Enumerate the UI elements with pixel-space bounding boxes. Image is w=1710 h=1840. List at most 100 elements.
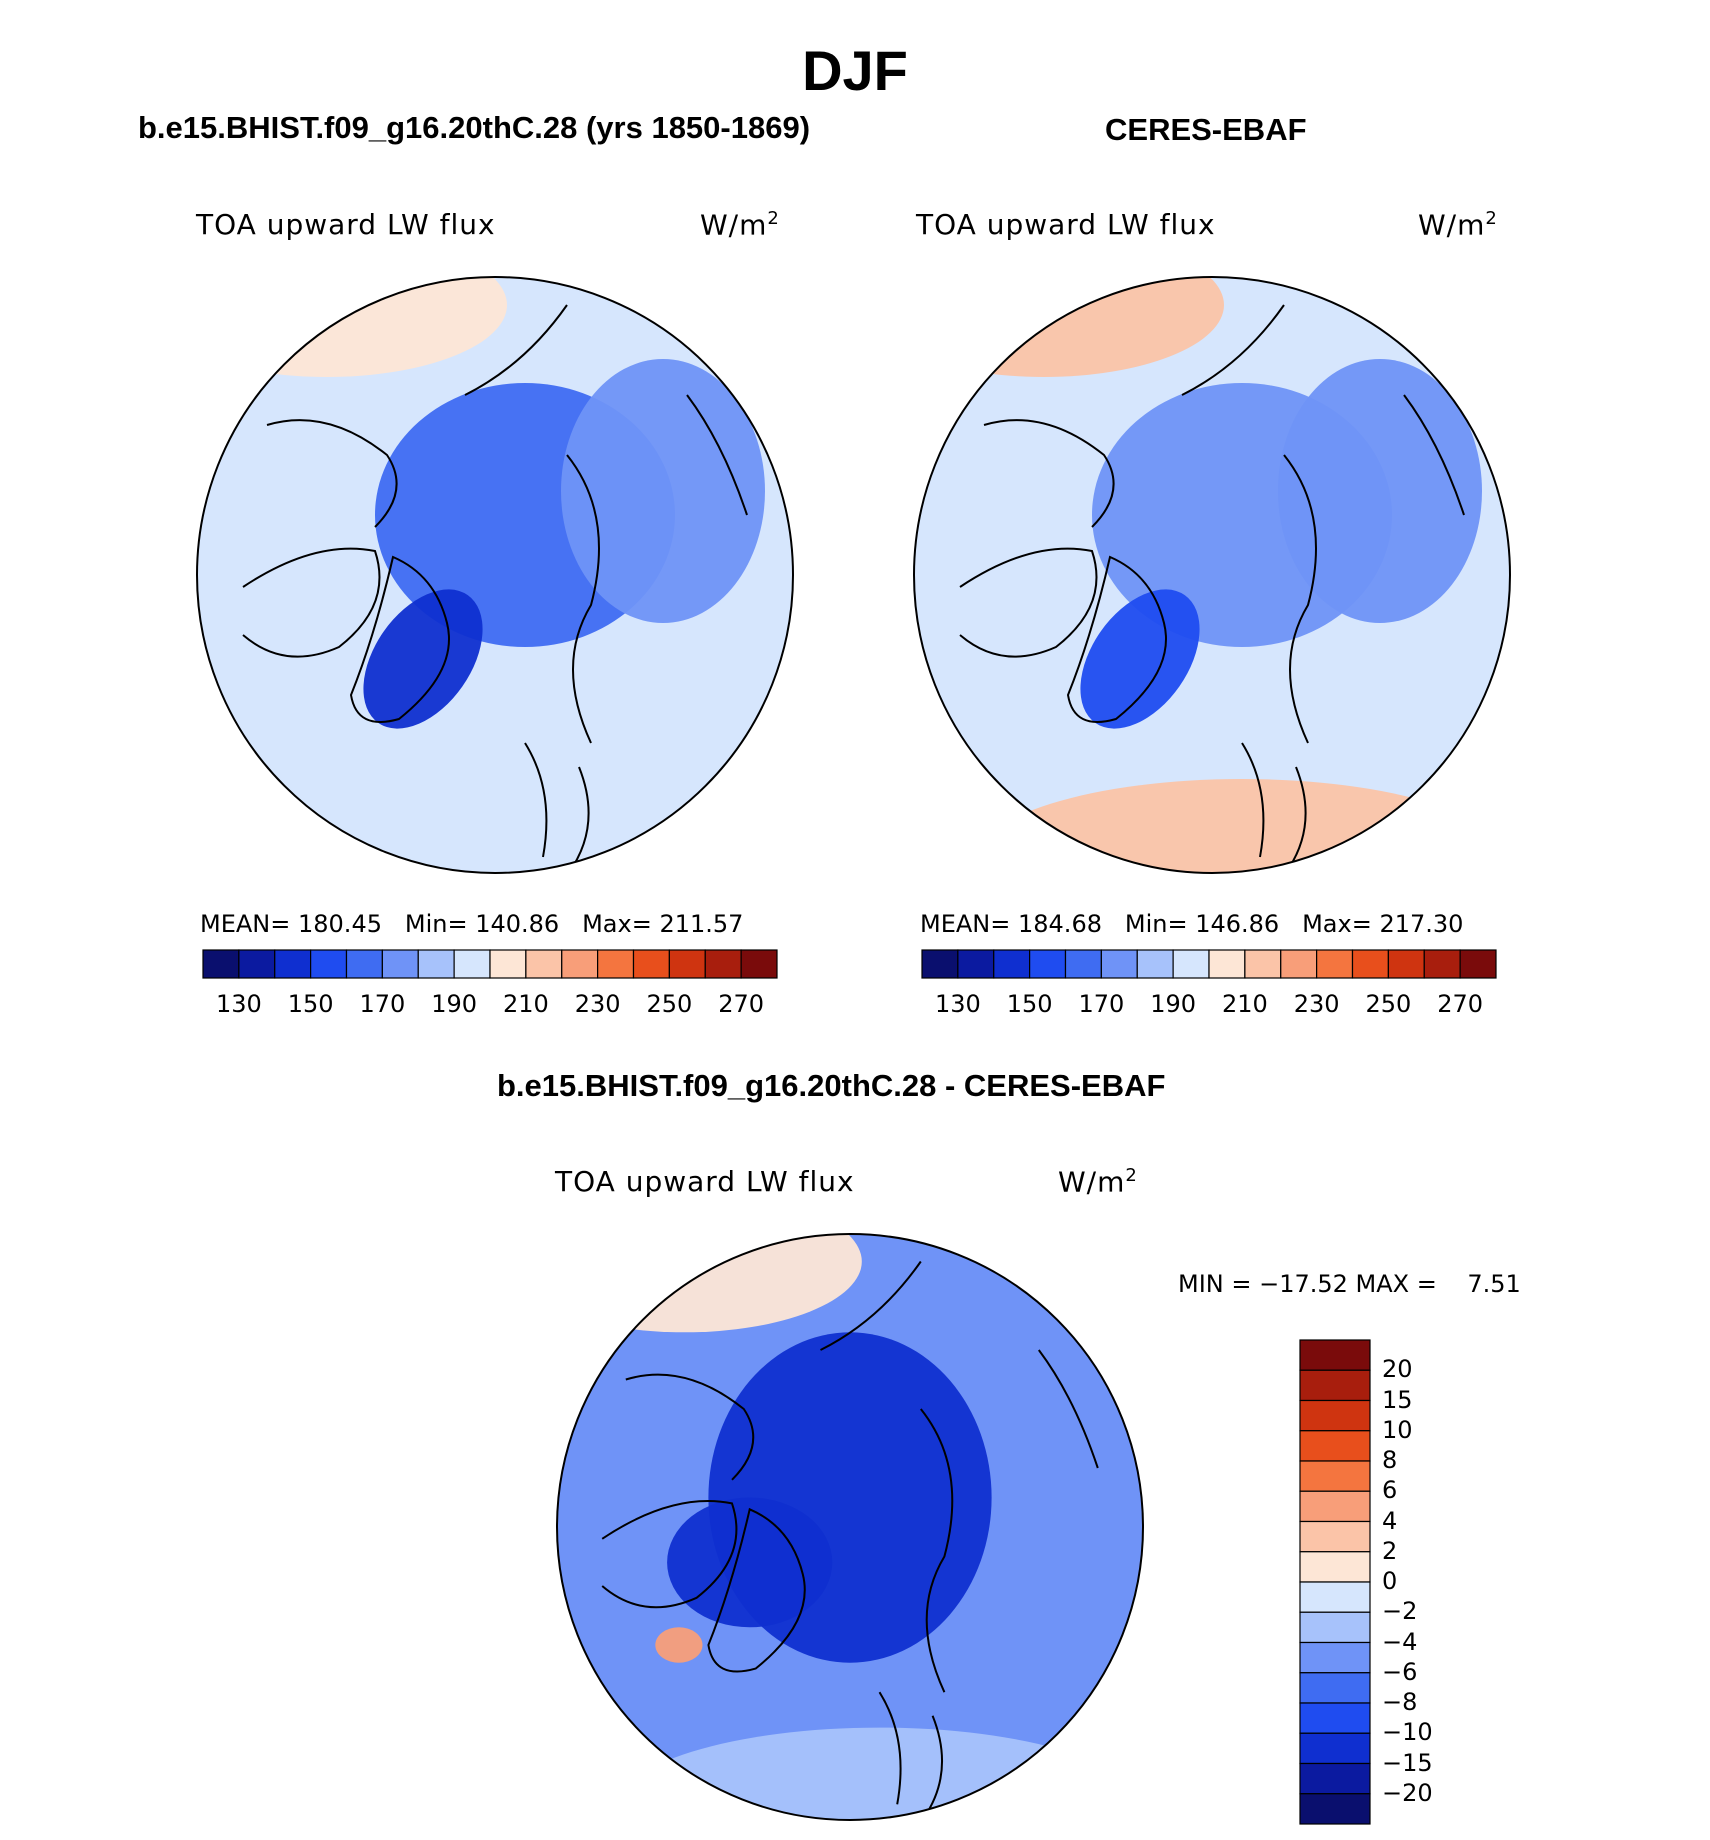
colorbar-swatch <box>1299 1672 1371 1704</box>
colorbar-tick-label: 8 <box>1382 1446 1398 1474</box>
season-title: DJF <box>802 39 908 102</box>
region-siberia <box>561 359 765 623</box>
region-siberia <box>1278 359 1482 623</box>
colorbar-tick-label: −15 <box>1382 1748 1433 1777</box>
colorbar-tick-label: 210 <box>502 990 549 1018</box>
colorbar-swatch <box>202 949 240 979</box>
coastline <box>601 1500 738 1609</box>
colorbar-tick-label: −10 <box>1382 1718 1433 1747</box>
region-southern-greenland-spot <box>655 1627 703 1663</box>
colorbar-swatch <box>238 949 276 979</box>
colorbar-tick-label: 10 <box>1382 1415 1413 1444</box>
colorbar-swatch <box>1423 949 1461 979</box>
colorbar-swatch <box>1172 949 1210 979</box>
region-greenland-core <box>1080 589 1200 729</box>
colorbar-tick-label: 230 <box>1293 990 1340 1018</box>
colorbar-swatch <box>1299 1430 1371 1462</box>
colorbar-swatch <box>1299 1460 1371 1492</box>
colorbar-swatch <box>417 949 455 979</box>
colorbar-swatch <box>597 949 635 979</box>
colorbar-swatch <box>921 949 959 979</box>
colorbar-tick-label: 250 <box>1365 990 1412 1018</box>
colorbar-swatch <box>1244 949 1282 979</box>
colorbar-swatch <box>561 949 599 979</box>
colorbar-tick-label: 20 <box>1382 1355 1413 1384</box>
region-north-pacific <box>914 277 1224 377</box>
region-north-atlantic <box>972 779 1510 873</box>
colorbar-swatch <box>1280 949 1318 979</box>
colorbar-swatch <box>1459 949 1497 979</box>
panel-diff-units: W/m2 <box>1058 1165 1138 1199</box>
region-canadian-archipelago <box>667 1497 833 1628</box>
panel-model-variable: TOA upward LW flux <box>196 208 496 241</box>
colorbar-swatch <box>1299 1369 1371 1402</box>
colorbar-tick-label: 2 <box>1382 1536 1398 1565</box>
region-north-pacific <box>557 1234 862 1333</box>
panel-obs-stats: MEAN= 184.68 Min= 146.86 Max= 217.30 <box>920 910 1464 938</box>
coastline <box>464 304 600 744</box>
colorbar-swatch <box>1100 949 1138 979</box>
region-north-pacific <box>197 277 507 377</box>
colorbar-swatch <box>1299 1551 1371 1583</box>
colorbar-swatch <box>1299 1520 1371 1553</box>
colorbar-swatch <box>525 949 563 979</box>
panel-diff-title: b.e15.BHIST.f09_g16.20thC.28 - CERES-EBA… <box>497 1068 1166 1103</box>
colorbar-tick-label: 190 <box>431 990 478 1018</box>
colorbar-swatch <box>345 949 383 979</box>
polar-map-model <box>196 276 794 874</box>
panel-diff-variable: TOA upward LW flux <box>555 1165 855 1198</box>
panel-model-stats: MEAN= 180.45 Min= 140.86 Max= 211.57 <box>200 910 744 938</box>
colorbar-swatch <box>704 949 742 979</box>
colorbar-tick-label: 4 <box>1382 1506 1398 1535</box>
coastline <box>959 547 1098 658</box>
panel-obs-units: W/m2 <box>1418 208 1498 242</box>
panel-model-title: b.e15.BHIST.f09_g16.20thC.28 (yrs 1850-1… <box>138 110 811 145</box>
colorbar-tick-label: −20 <box>1382 1778 1433 1807</box>
colorbar-swatch <box>1299 1732 1371 1765</box>
panel-model-units: W/m2 <box>700 208 780 242</box>
colorbar-swatch <box>1387 949 1425 979</box>
coastline <box>820 1260 954 1693</box>
coastline <box>707 1507 806 1673</box>
colorbar-tick-label: 150 <box>1006 990 1053 1018</box>
colorbar-diff <box>1299 1339 1371 1825</box>
coastline <box>1181 304 1317 744</box>
colorbar-swatch <box>668 949 706 979</box>
region-north-atlantic <box>614 1727 1143 1820</box>
map-border <box>196 276 794 874</box>
colorbar-tick-label: 15 <box>1382 1385 1413 1414</box>
colorbar-swatch <box>1299 1611 1371 1644</box>
colorbar-swatch <box>957 949 995 979</box>
colorbar-tick-label: 190 <box>1150 990 1197 1018</box>
colorbar-tick-label: 130 <box>934 990 981 1018</box>
colorbar-swatch <box>740 949 778 979</box>
colorbar-swatch <box>1299 1793 1371 1825</box>
colorbar-swatch <box>1299 1339 1371 1371</box>
colorbar-swatch <box>632 949 670 979</box>
polar-map-obs <box>913 276 1511 874</box>
colorbar-obs-ticks: 130 150 170 190 210 230 250 270 <box>922 990 1496 1020</box>
colorbar-swatch <box>1299 1399 1371 1432</box>
panel-obs-variable: TOA upward LW flux <box>916 208 1216 241</box>
panel-diff-minmax: MIN = −17.52 MAX = 7.51 <box>1178 1270 1521 1298</box>
colorbar-tick-label: 6 <box>1382 1476 1398 1505</box>
map-border <box>913 276 1511 874</box>
region-north-atlantic <box>255 779 793 873</box>
colorbar-swatch <box>1299 1490 1371 1523</box>
colorbar-swatch <box>1064 949 1102 979</box>
coastline <box>242 547 381 658</box>
colorbar-model <box>202 949 778 979</box>
colorbar-tick-label: 270 <box>1437 990 1484 1018</box>
colorbar-swatch <box>1299 1702 1371 1734</box>
colorbar-tick-label: −8 <box>1382 1688 1418 1716</box>
coastline <box>1066 555 1167 723</box>
colorbar-swatch <box>1299 1641 1371 1674</box>
coastline <box>349 555 450 723</box>
colorbar-swatch <box>453 949 491 979</box>
colorbar-tick-label: 150 <box>287 990 334 1018</box>
colorbar-swatch <box>489 949 527 979</box>
colorbar-tick-label: 0 <box>1382 1567 1398 1595</box>
coastline <box>625 1373 755 1481</box>
colorbar-swatch <box>274 949 312 979</box>
colorbar-diff-ticks: 20 15 10 8 6 4 2 0 −2 −4 −6 −8 −10 −15 −20 <box>1382 1340 1462 1824</box>
